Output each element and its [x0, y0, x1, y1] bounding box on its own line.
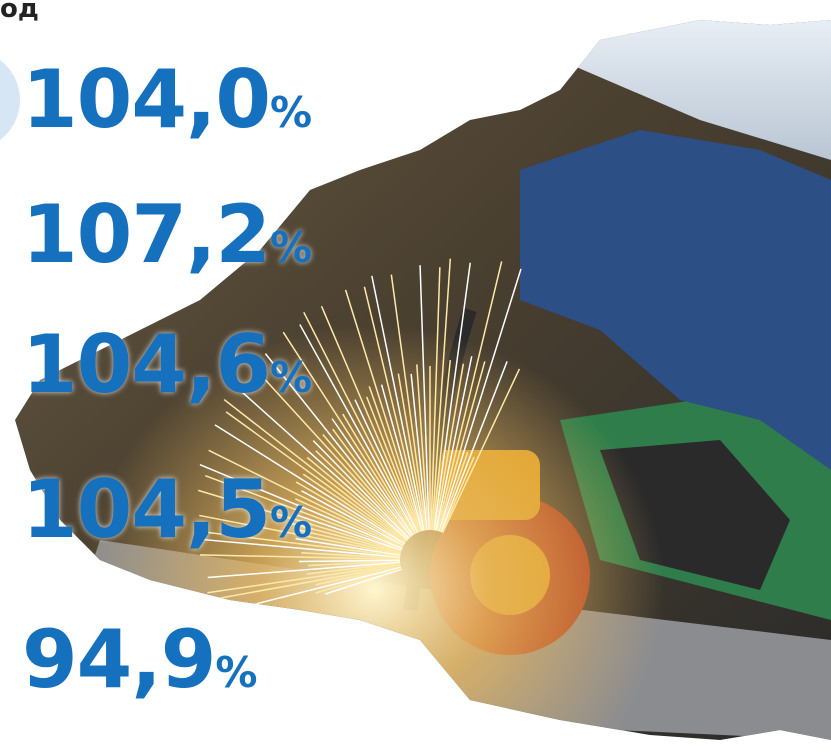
value: 107,2	[22, 188, 271, 281]
value-item: 104,6%	[22, 325, 312, 405]
spark	[306, 562, 401, 575]
spark	[200, 554, 401, 561]
spark	[202, 538, 401, 559]
spark	[436, 261, 503, 532]
spark	[205, 474, 403, 551]
unit: %	[215, 648, 258, 697]
unit: %	[270, 498, 313, 547]
spark	[342, 413, 416, 535]
spark	[390, 274, 427, 531]
sparks	[194, 258, 522, 614]
value-item: 104,5%	[22, 470, 312, 550]
unit: %	[270, 223, 313, 272]
spark	[298, 559, 401, 563]
spark	[435, 356, 473, 531]
spark	[419, 265, 430, 531]
spark	[312, 440, 410, 540]
spark	[225, 411, 407, 543]
spark	[325, 568, 402, 595]
spark	[306, 456, 408, 542]
spark	[442, 368, 521, 534]
spark	[354, 399, 418, 534]
spark	[303, 311, 418, 534]
spark	[199, 514, 401, 556]
spark	[282, 331, 415, 536]
spark	[236, 386, 409, 541]
value: 104,0	[22, 53, 271, 146]
spark	[301, 490, 404, 547]
spark	[315, 567, 402, 594]
spark	[344, 289, 422, 532]
value-item: 107,2%	[22, 195, 312, 275]
spark	[439, 452, 469, 532]
spark	[438, 268, 522, 532]
spark	[302, 473, 406, 544]
spark	[320, 305, 419, 533]
value: 104,6	[22, 318, 271, 411]
spark	[264, 353, 412, 538]
spark	[207, 563, 401, 594]
spark	[295, 481, 405, 546]
spark	[332, 428, 413, 537]
spark	[380, 384, 423, 532]
spark	[371, 275, 425, 531]
spark	[397, 373, 426, 531]
spark	[217, 564, 401, 600]
spark	[299, 324, 417, 535]
value: 104,5	[22, 463, 271, 556]
spark	[194, 530, 401, 558]
value-item: 104,0%	[22, 60, 312, 140]
spark	[291, 522, 402, 554]
unit: %	[270, 88, 313, 137]
spark	[308, 560, 401, 567]
spark	[434, 363, 465, 531]
decor-circle	[0, 60, 20, 140]
spark	[430, 267, 441, 531]
spark	[198, 489, 402, 553]
spark	[433, 262, 472, 531]
spark	[208, 449, 404, 548]
spark	[363, 286, 424, 532]
spark	[296, 514, 402, 552]
value: 94,9	[22, 613, 216, 706]
spark	[368, 386, 421, 532]
spark	[416, 364, 429, 531]
spark	[410, 373, 428, 531]
spark	[331, 418, 414, 536]
spark	[214, 424, 405, 545]
spark	[295, 537, 401, 557]
spark	[301, 552, 401, 560]
spark	[223, 398, 407, 543]
unit: %	[270, 353, 313, 402]
spark	[437, 361, 486, 532]
spark	[431, 258, 452, 531]
header-title: од	[0, 0, 39, 24]
spark	[199, 464, 403, 550]
spark	[365, 396, 420, 533]
spark	[322, 434, 412, 538]
spark	[294, 498, 403, 549]
spark	[207, 561, 401, 579]
spark	[432, 359, 452, 531]
spark	[249, 363, 411, 539]
spark	[315, 450, 409, 540]
value-item: 94,9%	[22, 620, 257, 700]
spark	[315, 565, 401, 586]
spark	[440, 361, 508, 533]
spark	[299, 529, 401, 555]
spark	[441, 456, 475, 533]
